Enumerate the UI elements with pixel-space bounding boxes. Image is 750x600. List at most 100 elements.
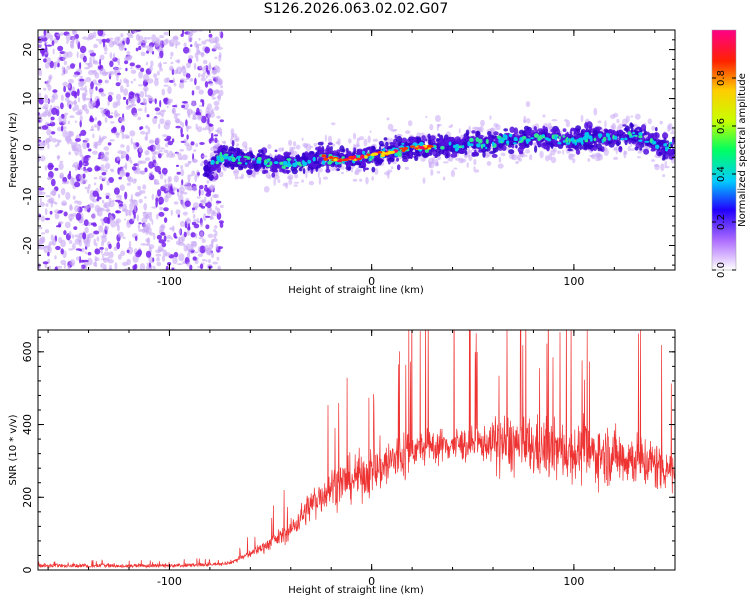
band-blob [566, 131, 569, 138]
noise-blob [156, 256, 160, 262]
band-blob [547, 133, 553, 137]
band-blob [534, 145, 538, 153]
noise-blob [72, 164, 76, 168]
noise-blob [59, 175, 63, 179]
halo-blob [331, 167, 335, 172]
noise-blob [122, 236, 126, 239]
noise-blob [109, 214, 112, 219]
noise-blob [92, 222, 97, 226]
noise-blob [88, 183, 91, 189]
noise-blob [91, 212, 96, 220]
noise-blob [60, 187, 66, 196]
noise-blob [166, 235, 172, 240]
core-blob [469, 143, 474, 147]
noise-blob [133, 112, 138, 115]
noise-blob [121, 131, 125, 140]
noise-blob [206, 188, 212, 196]
noise-blob [93, 177, 98, 180]
band-blob [435, 138, 440, 143]
band-blob [574, 144, 580, 151]
noise-blob [211, 252, 215, 259]
band-blob [503, 128, 509, 132]
noise-blob [115, 113, 121, 117]
noise-blob [105, 151, 110, 156]
noise-blob [211, 108, 214, 113]
noise-blob [63, 51, 69, 59]
halo-blob [248, 146, 252, 151]
noise-blob [54, 212, 60, 220]
noise-blob [199, 65, 203, 70]
noise-blob [190, 110, 193, 114]
noise-blob [207, 88, 213, 96]
noise-blob [189, 187, 192, 191]
band-blob [315, 152, 318, 155]
noise-blob [197, 246, 201, 253]
colorbar-tick-label: 0.0 [716, 262, 727, 278]
noise-blob [98, 65, 102, 70]
core-blob [638, 135, 643, 139]
noise-blob [85, 179, 88, 183]
noise-blob [161, 255, 166, 262]
noise-blob [79, 87, 86, 91]
halo-blob [634, 113, 641, 120]
halo-blob [447, 158, 451, 162]
noise-blob [171, 107, 175, 115]
noise-blob [64, 112, 69, 116]
noise-blob [207, 103, 212, 110]
noise-blob [143, 203, 148, 211]
noise-blob [109, 52, 113, 59]
band-blob [364, 167, 369, 171]
noise-blob [97, 157, 101, 160]
core-blob [491, 141, 495, 147]
noise-blob [184, 182, 191, 190]
noise-blob [157, 189, 162, 197]
noise-blob [97, 30, 104, 37]
noise-blob [219, 119, 224, 123]
noise-blob [217, 94, 221, 102]
core-blob [237, 161, 242, 165]
noise-blob [216, 256, 220, 261]
noise-blob [171, 192, 175, 195]
halo-blob [562, 149, 565, 155]
band-blob [233, 164, 240, 168]
noise-blob [198, 89, 204, 95]
noise-blob [140, 131, 146, 135]
noise-blob [174, 118, 180, 124]
band-blob [619, 146, 623, 150]
noise-blob [72, 195, 76, 200]
halo-blob [363, 138, 368, 147]
halo-blob [374, 168, 379, 175]
noise-blob [75, 104, 79, 111]
noise-blob [99, 58, 102, 66]
noise-blob [113, 187, 120, 195]
core-blob [399, 149, 402, 152]
noise-blob [166, 152, 170, 158]
halo-blob [516, 154, 521, 161]
noise-blob [192, 117, 197, 120]
halo-blob [365, 176, 369, 185]
halo-blob [434, 115, 441, 122]
noise-blob [41, 125, 49, 130]
core-blob [382, 148, 386, 152]
noise-blob [44, 263, 48, 269]
noise-blob [191, 30, 198, 33]
noise-blob [104, 52, 108, 55]
halo-blob [479, 126, 484, 133]
noise-blob [181, 154, 188, 161]
noise-blob [69, 40, 74, 49]
noise-blob [72, 177, 75, 186]
halo-blob [525, 154, 528, 157]
noise-blob [58, 139, 62, 143]
noise-blob [187, 160, 192, 164]
core-blob [238, 157, 240, 162]
noise-blob [122, 165, 127, 169]
noise-blob [187, 174, 191, 181]
halo-blob [327, 135, 333, 143]
noise-blob [80, 129, 87, 136]
noise-blob [82, 141, 88, 150]
halo-blob [556, 150, 562, 154]
noise-blob [93, 144, 97, 148]
noise-blob [126, 144, 130, 153]
halo-blob [301, 179, 304, 183]
noise-blob [124, 267, 132, 270]
